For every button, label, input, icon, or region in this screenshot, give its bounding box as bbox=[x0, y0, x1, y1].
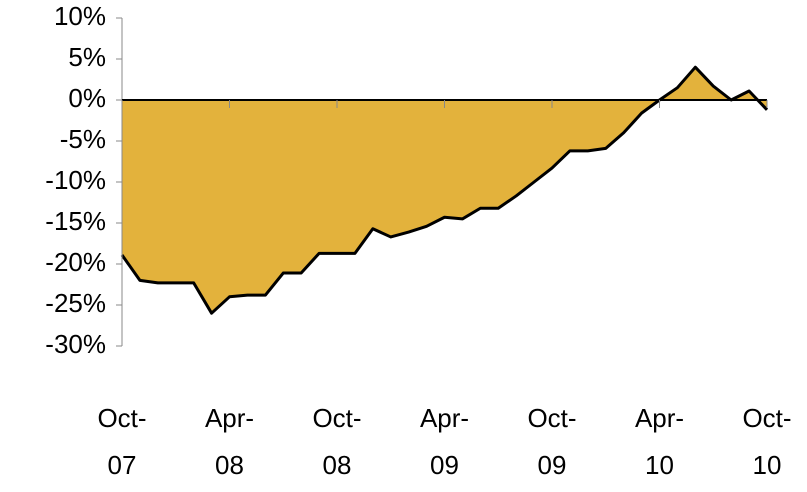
y-tick-label: -15% bbox=[45, 206, 106, 236]
x-tick-label: Oct-09 bbox=[527, 403, 576, 480]
x-tick-label: Apr-10 bbox=[635, 403, 684, 480]
y-tick-label: -20% bbox=[45, 247, 106, 277]
x-tick-label: Oct-08 bbox=[312, 403, 361, 480]
y-tick-label: -10% bbox=[45, 165, 106, 195]
x-tick-label: Apr-08 bbox=[205, 403, 254, 480]
area bbox=[122, 67, 767, 314]
y-tick-label: -25% bbox=[45, 288, 106, 318]
y-tick-label: 10% bbox=[54, 1, 106, 31]
x-tick-label: Apr-09 bbox=[420, 403, 469, 480]
y-tick-label: -5% bbox=[60, 124, 106, 154]
x-tick-label: Oct-10 bbox=[742, 403, 791, 480]
y-tick-label: -30% bbox=[45, 329, 106, 359]
x-tick-label: Oct-07 bbox=[97, 403, 146, 480]
y-tick-label: 5% bbox=[68, 42, 106, 72]
y-tick-label: 0% bbox=[68, 83, 106, 113]
